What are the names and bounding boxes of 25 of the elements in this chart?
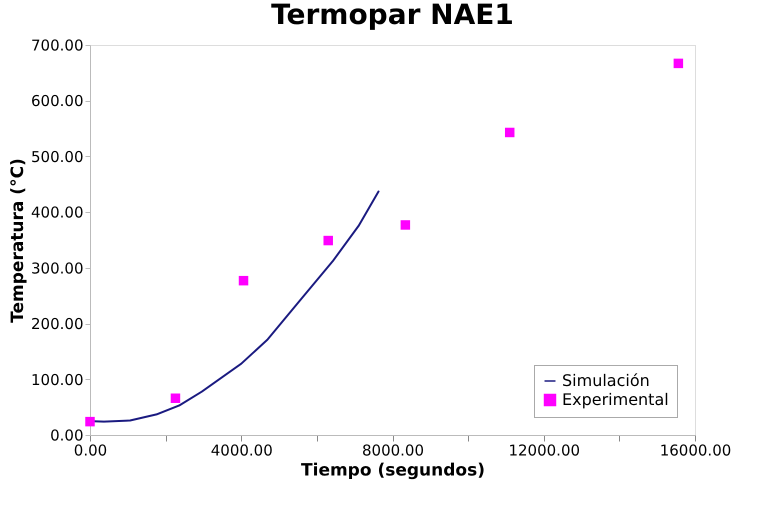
point	[504, 128, 514, 138]
y-tick-label: 300.00	[31, 259, 84, 278]
point	[170, 393, 180, 403]
y-tick-label: 200.00	[31, 315, 84, 334]
y-tick-label: 500.00	[31, 148, 84, 166]
y-tick-label: 100.00	[31, 370, 84, 389]
point	[85, 416, 95, 426]
y-tick-label: 700.00	[31, 36, 84, 54]
point	[238, 276, 248, 286]
x-axis-title: Tiempo (segundos)	[301, 460, 485, 480]
x-tick-label: 16000.00	[660, 442, 732, 460]
chart-title: Termopar NAE1	[271, 0, 514, 31]
x-tick-label: 8000.00	[362, 442, 424, 460]
y-tick-label: 400.00	[31, 204, 84, 222]
x-tick-label: 0.00	[74, 442, 108, 460]
y-tick-label: 600.00	[31, 92, 84, 110]
y-axis-title: Temperatura (°C)	[8, 158, 28, 323]
point	[323, 236, 333, 246]
x-tick-label: 12000.00	[508, 442, 580, 460]
x-tick-label: 4000.00	[210, 442, 273, 460]
legend-label: Simulación	[562, 371, 650, 390]
y-tick-label: 0.00	[50, 426, 84, 444]
legend-label: Experimental	[562, 390, 669, 409]
point	[400, 220, 410, 230]
point	[674, 58, 684, 68]
